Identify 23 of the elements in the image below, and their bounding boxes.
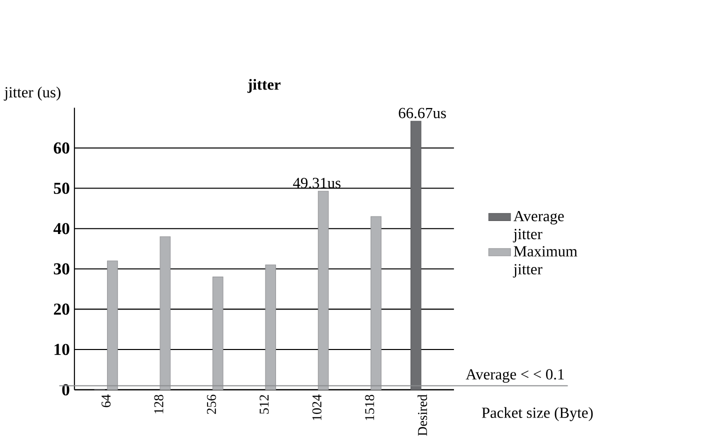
y-tick-label: 30 xyxy=(54,263,70,274)
y-axis-title: jitter (us) xyxy=(4,86,60,100)
x-tick-label: 512 xyxy=(260,394,269,414)
x-tick-label: 1024 xyxy=(312,394,322,420)
x-tick-label: 64 xyxy=(102,394,111,407)
y-tick-label: 20 xyxy=(54,303,70,315)
y-tick-label: 60 xyxy=(54,142,70,154)
x-tick-label: 256 xyxy=(206,394,216,414)
x-tick-label: 1518 xyxy=(365,394,374,420)
x-axis-title: Packet size (Byte) xyxy=(482,406,593,421)
y-tick-label: 10 xyxy=(54,344,70,355)
data-label: 66.67us xyxy=(398,108,446,118)
y-tick-label: 50 xyxy=(54,182,70,194)
data-label: 49.31us xyxy=(293,178,340,188)
legend-label: Average jitter xyxy=(512,210,564,242)
y-tick-label: 0 xyxy=(62,384,70,396)
ref-line-label: Average < < 0.1 xyxy=(466,368,564,382)
y-tick-label: 40 xyxy=(53,222,70,234)
x-tick-label: Desired xyxy=(418,394,428,436)
legend-label: Maximum jitter xyxy=(512,246,578,278)
bar xyxy=(410,120,422,390)
chart-title: jitter xyxy=(247,78,281,93)
x-tick-label: 128 xyxy=(154,394,164,414)
